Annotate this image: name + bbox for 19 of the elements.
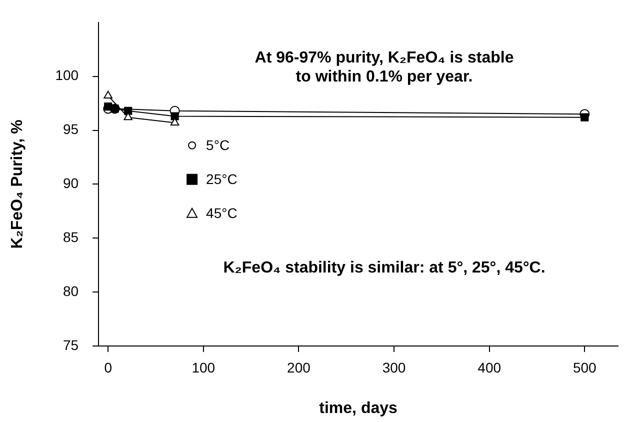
legend-label: 5°C bbox=[206, 137, 230, 154]
annotation: At 96-97% purity, K₂FeO₄ is stable to within 0.1% per year. bbox=[254, 49, 514, 86]
annotation: K₂FeO₄ stability is similar: at 5°, 25°, 45°C. bbox=[223, 260, 546, 277]
y-axis-title: K₂FeO₄ Purity, % bbox=[9, 120, 26, 249]
y-tick-label: 75 bbox=[62, 336, 79, 353]
x-tick-label: 0 bbox=[104, 359, 112, 376]
x-tick-label: 100 bbox=[192, 359, 216, 376]
legend-label: 45°C bbox=[206, 205, 238, 222]
y-tick-label: 95 bbox=[62, 121, 79, 138]
y-tick-label: 100 bbox=[55, 67, 79, 84]
x-tick-label: 200 bbox=[287, 359, 311, 376]
x-axis-title: time, days bbox=[319, 400, 398, 417]
y-tick-label: 80 bbox=[62, 282, 79, 299]
x-tick-label: 400 bbox=[478, 359, 502, 376]
y-tick-label: 90 bbox=[62, 175, 79, 192]
x-tick-label: 500 bbox=[572, 359, 597, 376]
x-tick-label: 300 bbox=[382, 359, 406, 376]
y-tick-label: 85 bbox=[62, 228, 79, 245]
legend-label: 25°C bbox=[206, 171, 238, 188]
